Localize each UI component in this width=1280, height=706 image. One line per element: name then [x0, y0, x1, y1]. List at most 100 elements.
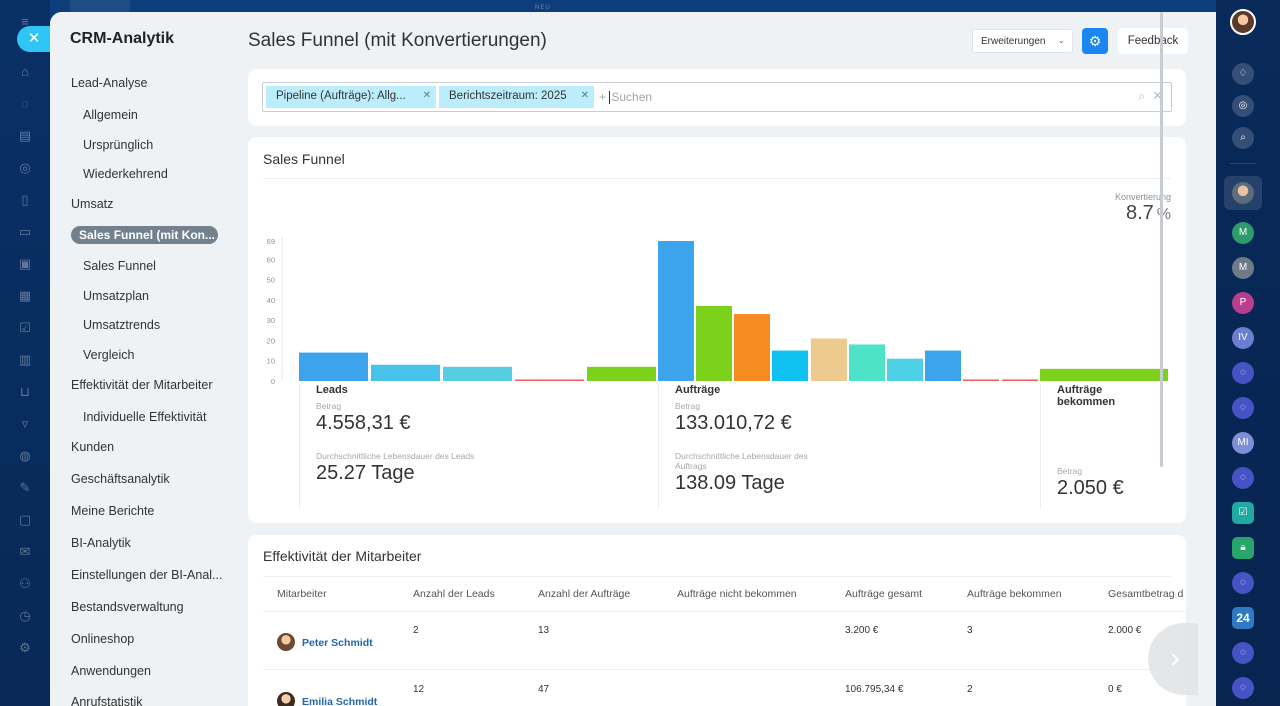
bell-icon[interactable]: ♢ — [1232, 63, 1254, 85]
chat-icon[interactable]: ▣ — [18, 256, 32, 271]
sidebar-item-umsatzplan[interactable]: Umsatzplan — [83, 289, 149, 303]
funnel-bar[interactable] — [299, 352, 368, 381]
funnel-bar[interactable] — [587, 366, 656, 381]
chat-avatar[interactable]: M — [1232, 257, 1254, 279]
close-slider-button[interactable]: ✕ — [17, 26, 51, 52]
funnel-bar[interactable] — [658, 241, 694, 381]
sidebar-item-sales-funnel[interactable]: Sales Funnel — [83, 259, 156, 273]
funnel-icon[interactable]: ▿ — [21, 416, 29, 431]
column-header[interactable]: Anzahl der Leads — [413, 588, 495, 600]
employee-name-link[interactable]: Peter Schmidt — [302, 637, 373, 649]
remove-chip-icon[interactable]: ✕ — [580, 90, 589, 101]
time-icon[interactable]: ◷ — [19, 608, 31, 623]
funnel-bar[interactable] — [849, 344, 885, 381]
tasks-icon[interactable]: ☑ — [19, 320, 31, 335]
clear-icon[interactable]: ✕ — [1152, 88, 1163, 103]
funnel-bar[interactable] — [1002, 379, 1038, 382]
sidebar-item-meine-berichte[interactable]: Meine Berichte — [71, 504, 155, 518]
stat-lifetime-label: Durchschnittliche Lebensdauer des Auftra… — [675, 451, 808, 471]
chat-avatar[interactable]: P — [1232, 292, 1254, 314]
copilot-icon[interactable]: ◌ — [1232, 572, 1254, 594]
column-header[interactable]: Aufträge bekommen — [967, 588, 1062, 600]
store-icon[interactable]: ▢ — [18, 512, 32, 527]
file-icon[interactable]: ▯ — [21, 192, 29, 207]
user-avatar[interactable] — [1230, 9, 1256, 35]
extensions-select[interactable]: Erweiterungen ⌄ — [972, 29, 1073, 53]
sidebar-item-anwendungen[interactable]: Anwendungen — [71, 664, 151, 678]
pen-icon[interactable]: ✎ — [19, 480, 31, 495]
filter-search-box[interactable]: Pipeline (Aufträge): Allg... ✕ Berichtsz… — [262, 82, 1172, 112]
search-chat-icon[interactable]: ⌕ — [1232, 127, 1254, 149]
funnel-bar[interactable] — [887, 358, 923, 381]
team-icon[interactable]: ⚇ — [19, 576, 31, 591]
employee-name-link[interactable]: Emilia Schmidt — [302, 696, 378, 706]
funnel-bar[interactable] — [443, 366, 512, 381]
remove-chip-icon[interactable]: ✕ — [422, 90, 431, 101]
home-icon[interactable]: ⌂ — [21, 64, 29, 79]
menu-icon[interactable]: ≡ — [21, 14, 29, 29]
funnel-bar[interactable] — [1040, 368, 1168, 381]
filter-chip-pipeline[interactable]: Pipeline (Aufträge): Allg... ✕ — [266, 86, 436, 108]
shop-icon[interactable]: ⊔ — [19, 384, 31, 399]
mail-icon[interactable]: ✉ — [19, 544, 31, 559]
lock-icon[interactable]: 🔒︎ — [1232, 537, 1254, 559]
funnel-bar[interactable] — [696, 305, 732, 381]
sidebar-item-umsatz[interactable]: Umsatz — [71, 197, 114, 211]
column-header[interactable]: Aufträge gesamt — [845, 588, 923, 600]
funnel-bar[interactable] — [371, 364, 440, 381]
chat-avatar[interactable]: MI — [1232, 432, 1254, 454]
funnel-bar[interactable] — [811, 338, 847, 381]
copilot-icon[interactable]: ◌ — [1232, 467, 1254, 489]
inbox-icon[interactable]: ▭ — [18, 224, 32, 239]
feedback-button[interactable]: Feedback — [1118, 28, 1188, 54]
chat-avatar[interactable] — [1232, 182, 1254, 204]
copilot-icon[interactable]: ◌ — [1232, 397, 1254, 419]
document-icon[interactable]: ▤ — [18, 128, 32, 143]
tasks-icon[interactable]: ☑ — [1232, 502, 1254, 524]
filter-chip-period[interactable]: Berichtszeitraum: 2025 ✕ — [439, 86, 594, 108]
scrollbar[interactable] — [1160, 12, 1163, 467]
sidebar-item-vergleich[interactable]: Vergleich — [83, 348, 135, 362]
rocket-icon[interactable]: ◌ — [21, 96, 29, 111]
sidebar-item-bi-analytik[interactable]: BI-Analytik — [71, 536, 131, 550]
copilot-icon[interactable]: ◌ — [1232, 362, 1254, 384]
bitrix24-icon[interactable]: 24 — [1232, 607, 1254, 629]
calendar-icon[interactable]: ▦ — [18, 288, 32, 303]
sidebar-item-individuelle-effektivitaet[interactable]: Individuelle Effektivität — [83, 410, 207, 424]
sidebar-item-urspruenglich[interactable]: Ursprünglich — [83, 138, 154, 152]
column-header[interactable]: Mitarbeiter — [277, 588, 327, 600]
chat-avatar[interactable]: M — [1232, 222, 1254, 244]
sidebar-item-lead-analyse[interactable]: Lead-Analyse — [71, 76, 148, 90]
sidebar-item-sales-funnel-conversions[interactable]: Sales Funnel (mit Kon... — [71, 226, 218, 244]
column-header[interactable]: Aufträge nicht bekommen — [677, 588, 797, 600]
contacts-icon[interactable]: ◎ — [19, 160, 31, 175]
sidebar-item-anrufstatistik[interactable]: Anrufstatistik — [71, 695, 143, 706]
sidebar-item-kunden[interactable]: Kunden — [71, 440, 115, 454]
funnel-bar[interactable] — [772, 350, 808, 381]
copilot-icon[interactable]: ◌ — [1232, 642, 1254, 664]
settings-icon[interactable]: ⚙ — [19, 640, 31, 655]
funnel-bar[interactable] — [515, 379, 584, 382]
funnel-bar[interactable] — [734, 314, 770, 381]
sites-icon[interactable]: ◍ — [19, 448, 31, 463]
sidebar-item-allgemein[interactable]: Allgemein — [83, 108, 138, 122]
settings-button[interactable]: ⚙ — [1082, 28, 1108, 54]
copilot-icon[interactable]: ◌ — [1232, 677, 1254, 699]
analytics-icon[interactable]: ▥ — [18, 352, 32, 367]
funnel-bar[interactable] — [963, 379, 999, 382]
funnel-bar[interactable] — [925, 350, 961, 381]
target-icon[interactable]: ◎ — [1232, 95, 1254, 117]
sidebar-item-geschaeftsanalytik[interactable]: Geschäftsanalytik — [71, 472, 170, 486]
column-header[interactable]: Gesamtbetrag d — [1108, 588, 1184, 600]
chat-avatar[interactable]: IV — [1232, 327, 1254, 349]
sidebar-item-bi-einstellungen[interactable]: Einstellungen der BI-Anal... — [71, 568, 223, 582]
search-icon[interactable]: ⌕ — [1138, 89, 1145, 103]
sidebar-item-wiederkehrend[interactable]: Wiederkehrend — [83, 167, 168, 181]
scroll-right-button[interactable]: › — [1148, 623, 1198, 695]
sidebar-item-onlineshop[interactable]: Onlineshop — [71, 632, 135, 646]
column-header[interactable]: Anzahl der Aufträge — [538, 588, 631, 600]
sidebar-item-bestandsverwaltung[interactable]: Bestandsverwaltung — [71, 600, 184, 614]
sidebar-item-effektivitaet[interactable]: Effektivität der Mitarbeiter — [71, 378, 213, 392]
search-input[interactable]: Suchen — [599, 90, 652, 105]
sidebar-item-umsatztrends[interactable]: Umsatztrends — [83, 318, 161, 332]
